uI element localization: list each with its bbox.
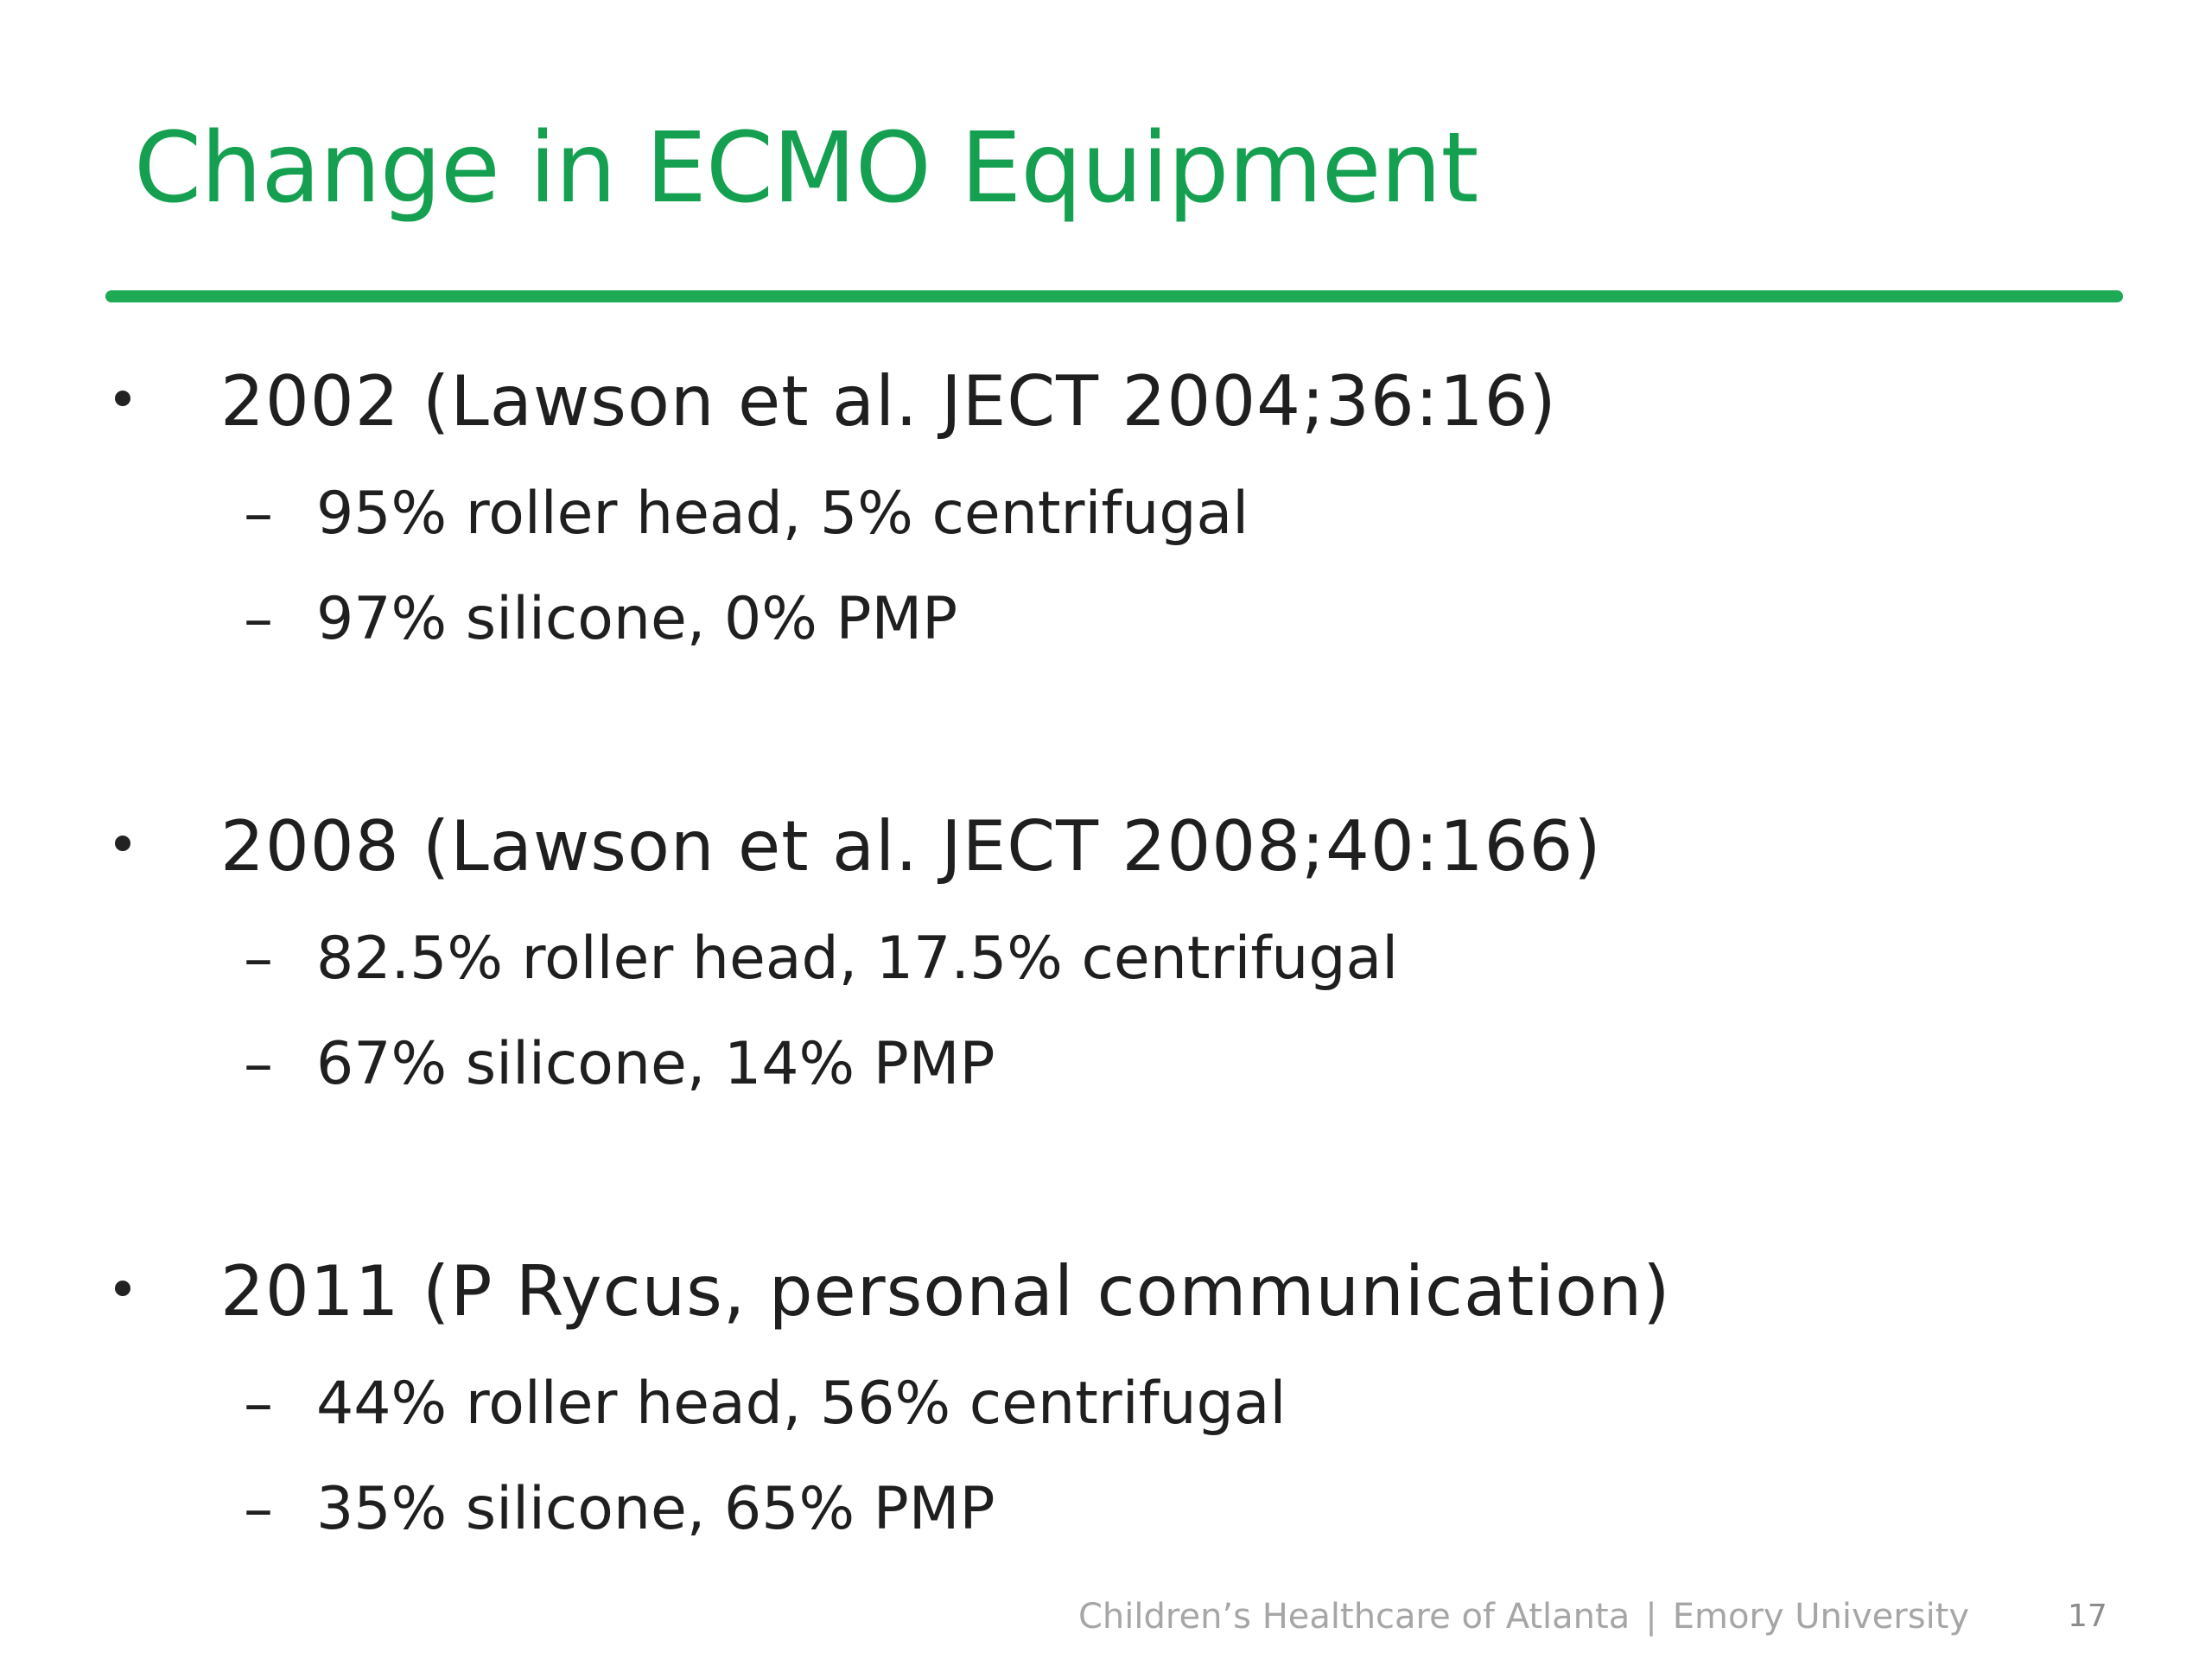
dash-icon: – (244, 1370, 273, 1438)
dash-icon: – (244, 925, 273, 993)
sub-bullet-text: 35% silicone, 65% PMP (316, 1475, 995, 1543)
bullet-dot-icon (115, 836, 130, 851)
footer-university: Emory University (1672, 1597, 1970, 1637)
sub-bullet-text: 95% roller head, 5% centrifugal (316, 480, 1249, 548)
slide-footer: Children’s Healthcare of Atlanta | Emory U… (1078, 1595, 1969, 1638)
bullet-dot-icon (115, 391, 130, 406)
bullet-text: 2011 (P Rycus, personal communication) (220, 1251, 1671, 1332)
slide-title: Change in ECMO Equipment (134, 112, 1478, 225)
page-number: 17 (2068, 1599, 2107, 1634)
title-divider (105, 290, 2123, 302)
footer-organization: Children’s Healthcare of Atlanta (1078, 1597, 1630, 1637)
footer-separator: | (1645, 1597, 1657, 1637)
sub-bullet-text: 67% silicone, 14% PMP (316, 1030, 995, 1098)
dash-icon: – (244, 585, 273, 653)
sub-bullet-text: 44% roller head, 56% centrifugal (316, 1370, 1287, 1438)
sub-bullet-text: 82.5% roller head, 17.5% centrifugal (316, 925, 1399, 993)
dash-icon: – (244, 1475, 273, 1543)
dash-icon: – (244, 1030, 273, 1098)
bullet-text: 2002 (Lawson et al. JECT 2004;36:16) (220, 361, 1557, 442)
bullet-text: 2008 (Lawson et al. JECT 2008;40:166) (220, 806, 1602, 887)
sub-bullet-text: 97% silicone, 0% PMP (316, 585, 958, 653)
dash-icon: – (244, 480, 273, 548)
bullet-dot-icon (115, 1281, 130, 1296)
